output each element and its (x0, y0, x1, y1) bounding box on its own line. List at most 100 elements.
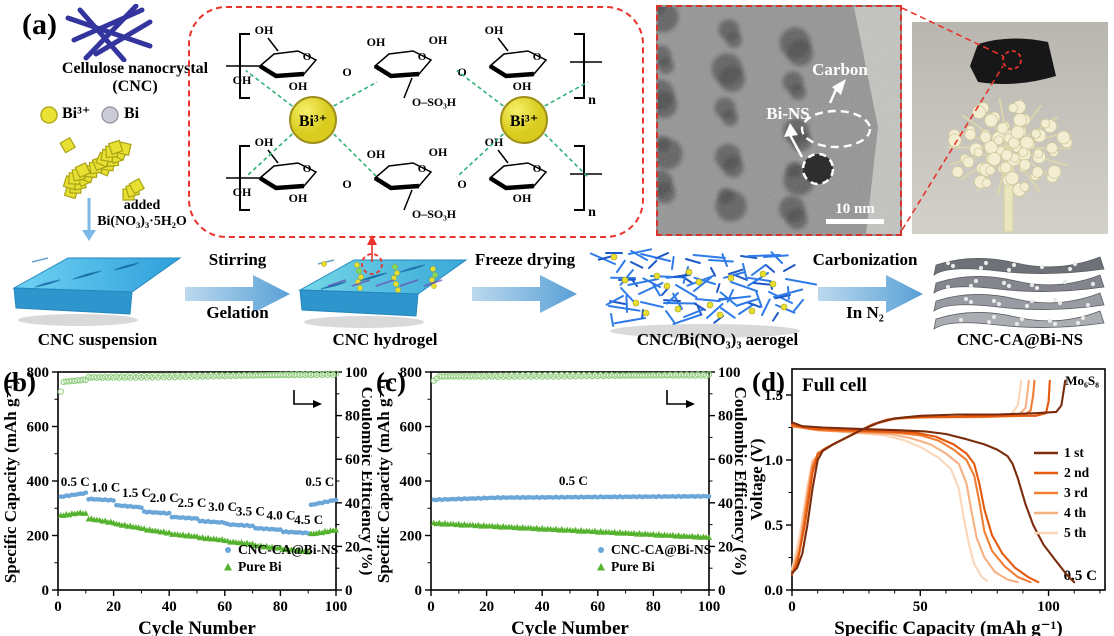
y-axis-label-right: Coulombic Efficiency (%) (731, 387, 747, 576)
process-row (12, 235, 1105, 338)
svg-text:O–SO₃H: O–SO₃H (412, 207, 457, 221)
svg-text:40: 40 (162, 599, 177, 615)
cnc-cube (59, 136, 77, 154)
legend-label: 5 th (1064, 525, 1087, 540)
svg-text:OH: OH (429, 145, 448, 159)
svg-text:OH: OH (485, 23, 504, 37)
flower-bud (973, 147, 984, 158)
arrow-label-gelation: Gelation (206, 303, 269, 322)
rate-annotation: 0.5 C (559, 473, 588, 488)
added-note: added Bi(NO₃)₃·5H₂O (96, 198, 188, 230)
flower-bud (1047, 164, 1062, 179)
flower-bud (947, 133, 962, 148)
arrow-label-in-n2: In N₂ (846, 303, 884, 322)
svg-text:0.5: 0.5 (764, 518, 783, 534)
legend-label: Pure Bi (611, 559, 655, 574)
flower-bud (1008, 103, 1018, 113)
panel-label: (b) (3, 367, 36, 397)
flower-bud (1018, 147, 1029, 158)
svg-text:400: 400 (400, 474, 423, 490)
legend-label: 3 rd (1064, 485, 1088, 500)
molecule-box: n O OH OH OH O OH OH O OH OH O O O–SO₃H n O OH OH OH O OH OH O… (188, 6, 644, 238)
svg-text:OH: OH (367, 147, 386, 161)
svg-text:800: 800 (27, 365, 50, 381)
flower-bud (993, 135, 1004, 146)
svg-text:O: O (303, 51, 312, 63)
svg-text:1.5: 1.5 (764, 388, 783, 404)
rate-annotation: 1.5 C (122, 485, 151, 500)
added-note-line1: added (123, 198, 161, 213)
panel-a-tag: (a) (22, 8, 57, 41)
bi3-legend-label: Bi³⁺ (62, 105, 91, 122)
svg-text:100: 100 (345, 365, 368, 381)
svg-text:100: 100 (698, 599, 721, 615)
added-arrow-icon (82, 198, 96, 241)
flower-bud (951, 165, 964, 178)
svg-text:100: 100 (718, 365, 741, 381)
aerogel-illustration (589, 248, 818, 338)
charge-curve (790, 379, 1067, 575)
svg-text:O: O (418, 51, 427, 63)
flower-bud (1031, 166, 1044, 178)
svg-text:O: O (418, 163, 427, 175)
flower-bud (981, 177, 992, 188)
bi-legend-icons (40, 106, 119, 124)
svg-text:200: 200 (27, 529, 50, 545)
svg-text:600: 600 (27, 420, 50, 436)
legend-label: 4 th (1064, 505, 1087, 520)
svg-text:80: 80 (718, 409, 733, 425)
arrow-label-carbonization: Carbonization (812, 250, 918, 269)
flower-bud (987, 152, 1002, 167)
svg-text:OH: OH (289, 79, 308, 93)
svg-text:40: 40 (718, 496, 733, 512)
svg-text:0.0: 0.0 (764, 583, 783, 599)
tem-content: Carbon Bi-NS 10 nm (658, 7, 900, 234)
flower-bud (1010, 125, 1025, 140)
magnified-region-circle (361, 253, 383, 275)
arrow-label-stirring: Stirring (208, 250, 267, 269)
cnc-cube (128, 177, 145, 195)
svg-text:60: 60 (718, 452, 733, 468)
flower-bud (1046, 142, 1058, 154)
svg-text:O: O (303, 163, 312, 175)
discharge-curve (790, 423, 1040, 584)
rate-annotation: 0.5 C (305, 474, 334, 489)
flower-bud (985, 165, 996, 176)
legend-label: Pure Bi (238, 559, 282, 574)
y-axis-label-right: Coulombic Efficiency (%) (358, 387, 372, 576)
carbon-aerogel-piece (970, 38, 1056, 84)
flower-bud (1019, 158, 1031, 171)
bi3-ion-circle (289, 96, 337, 144)
legend-label: 2 nd (1064, 465, 1090, 480)
y-axis-label-left: Specific Capacity (mAh g⁻¹) (1, 379, 20, 583)
slab-illustration (298, 253, 468, 328)
process-arrow-icon (818, 275, 923, 313)
svg-text:0: 0 (788, 599, 796, 615)
bi-legend: Bi³⁺ Bi (38, 104, 218, 126)
rate-annotation: 2.0 C (150, 490, 179, 505)
cnc-title: Cellulose nanocrystal (CNC) (20, 60, 250, 97)
svg-text:1.0: 1.0 (764, 453, 783, 469)
bi3-ion-circle (500, 96, 548, 144)
step-label-cnc-ca-bi-ns: CNC-CA@Bi-NS (956, 330, 1084, 349)
charge-curve (790, 379, 1051, 576)
tem-image: Carbon Bi-NS 10 nm (656, 5, 902, 236)
flower-bud (1033, 148, 1044, 159)
rate-annotation: 4.0 C (267, 508, 296, 523)
legend-label: 1 st (1064, 445, 1084, 460)
charge-curve (790, 379, 1030, 575)
svg-text:OH: OH (485, 135, 504, 149)
panel-label: (d) (752, 367, 785, 397)
svg-text:0: 0 (345, 583, 353, 599)
flower-bud (984, 113, 999, 128)
svg-text:OH: OH (255, 23, 274, 37)
bi3-ion-icon (40, 106, 58, 124)
svg-text:0: 0 (42, 583, 50, 599)
discharge-curve (790, 421, 1076, 584)
cnc-cube (74, 162, 91, 179)
cnc-title-line1: Cellulose nanocrystal (61, 60, 209, 77)
svg-text:OH: OH (233, 73, 252, 87)
cnc-cube (107, 139, 124, 156)
x-axis-label: Specific Capacity (mAh g⁻¹) (834, 618, 1062, 636)
svg-text:OH: OH (367, 35, 386, 49)
